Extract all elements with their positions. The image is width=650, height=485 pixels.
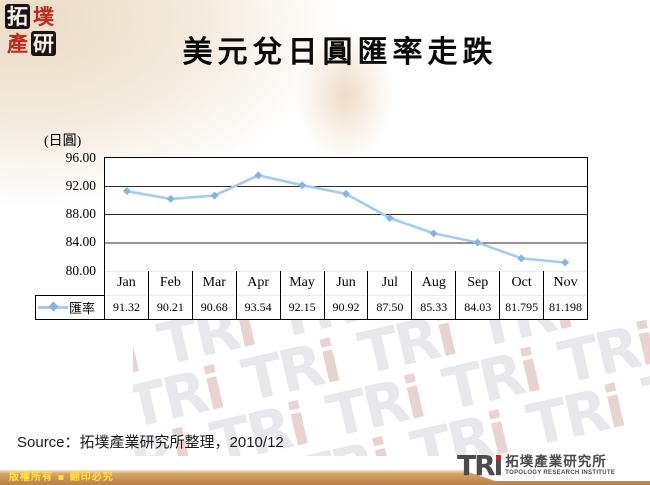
source-note: Source：拓墣產業研究所整理，2010/12 [17,434,284,451]
value-cell: 90.21 [148,295,193,320]
tri-seal-logo: 拓墣產研 [5,4,57,58]
seal-char: 墣 [33,5,54,29]
y-tick-label: 84.00 [65,234,96,250]
tri-logo-red-dot [496,455,502,460]
y-tick-label: 92.00 [65,177,96,193]
data-point-marker [561,258,570,267]
value-cell: 93.54 [236,295,281,320]
legend-cell: 匯率 [36,295,105,320]
month-cell: Nov [544,271,588,296]
y-tick-label: 88.00 [65,206,96,221]
footer-logo-en-name: TOPOLOGY RESEARCH INSTITUTE [505,470,616,476]
seal-char: 研 [31,31,56,56]
exchange-rate-line-chart [105,171,587,267]
value-cell: 91.32 [105,295,149,320]
value-cell: 92.15 [280,295,325,320]
value-cell: 84.03 [456,295,501,320]
page-title: 美元兌日圓匯率走跌 [182,36,498,69]
data-point-marker [517,254,526,263]
value-cell: 81.198 [544,295,588,320]
tri-footer-logo: TRı 拓墣產業研究所 TOPOLOGY RESEARCH INSTITUTE [457,449,615,482]
y-tick-label: 96.00 [65,149,96,165]
month-cell: Jun [324,271,369,296]
seal-char: 產 [7,32,28,56]
month-header-row: Jan Feb Mar Apr May Jun Jul Aug Sep Oct Nov [104,271,588,296]
plot-area [104,157,588,272]
data-point-marker [473,238,482,247]
month-cell: Aug [412,271,457,296]
month-cell: Apr [236,271,281,296]
value-cell: 87.50 [368,295,413,320]
series-line-icon [38,301,68,312]
month-cell: May [280,271,325,296]
tri-logo-names: 拓墣產業研究所 TOPOLOGY RESEARCH INSTITUTE [505,455,615,477]
data-point-marker [254,171,263,180]
month-cell: Sep [456,271,501,296]
month-cell: Mar [192,271,237,296]
series-name: 匯率 [69,301,96,316]
value-cell: 90.68 [192,295,237,320]
footer-bar-notch [463,470,650,481]
value-row: 匯率 91.32 90.21 90.68 93.54 92.15 90.92 87.50 85… [35,295,588,320]
seal-char: 拓 [5,4,30,29]
series-marker-icon [48,301,59,312]
value-cell: 81.795 [500,295,545,320]
data-point-marker [210,191,219,200]
copyright-text: 版權所有 ▪ 翻印必究 [9,472,114,483]
y-axis-unit-label: (日圓) [44,134,82,149]
tri-logo-text: TRı [457,449,503,482]
month-cell: Feb [148,271,193,296]
data-point-marker [166,194,175,203]
footer-logo-cjk-name: 拓墣產業研究所 [505,454,607,469]
value-cell: 90.92 [324,295,369,320]
data-point-marker [122,187,131,196]
month-cell: Oct [500,271,545,296]
data-point-marker [298,181,307,190]
month-cell: Jan [105,271,149,296]
value-cell: 85.33 [412,295,457,320]
month-cell: Jul [368,271,413,296]
y-tick-label: 80.00 [65,262,96,278]
data-point-marker [429,229,438,238]
